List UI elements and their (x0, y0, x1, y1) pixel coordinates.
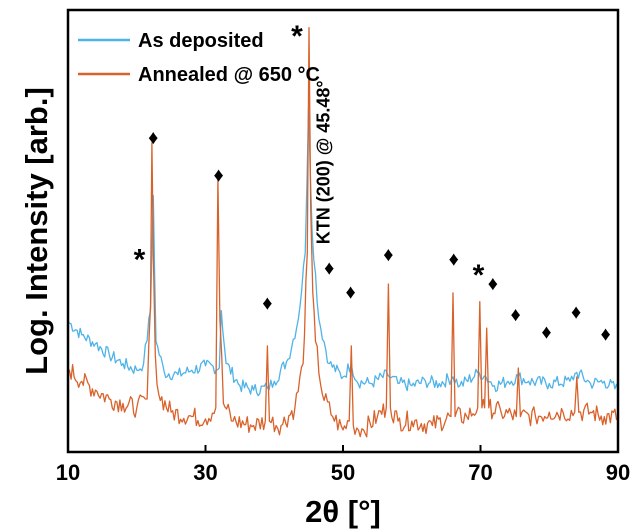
substrate-peak-marker: * (291, 20, 303, 53)
x-tick-label: 10 (56, 460, 80, 485)
x-tick-label: 70 (468, 460, 492, 485)
ktn-peak-marker: ♦ (571, 302, 581, 324)
legend-label-annealed: Annealed @ 650 °C (138, 64, 320, 86)
substrate-peak-marker: * (134, 243, 146, 276)
legend: As deposited Annealed @ 650 °C (78, 30, 320, 86)
legend-label-as-deposited: As deposited (138, 30, 264, 52)
series-layer (67, 27, 619, 438)
ktn-peak-marker: ♦ (449, 249, 459, 271)
ktn-peak-marker: ♦ (541, 321, 551, 343)
ktn-peak-marker: ♦ (510, 304, 520, 326)
x-tick-label: 50 (331, 460, 355, 485)
x-tick-label: 30 (193, 460, 217, 485)
ktn-peak-marker: ♦ (345, 282, 355, 304)
x-axis-ticks: 10 30 50 70 90 (56, 445, 630, 485)
ktn-peak-marker: ♦ (148, 127, 158, 149)
ktn-peak-marker: ♦ (383, 244, 393, 266)
ktn-peak-marker: ♦ (213, 165, 223, 187)
ktn-peak-marker: ♦ (262, 293, 272, 315)
ktn-peak-marker: ♦ (601, 324, 611, 346)
x-axis-label: 2θ [°] (305, 494, 381, 529)
x-tick-label: 90 (606, 460, 630, 485)
series-line-as-deposited (67, 106, 619, 397)
annotation-layer: ♦♦♦♦♦♦ ♦♦♦♦♦♦***KTN (200) @ 45.48° (134, 20, 611, 346)
ktn-peak-marker: ♦ (488, 273, 498, 295)
series-line-annealed (67, 27, 619, 438)
substrate-peak-marker: * (473, 259, 485, 292)
peak-annotation-label: KTN (200) @ 45.48° (313, 80, 333, 244)
ktn-peak-marker: ♦ (324, 257, 334, 279)
y-axis-label: Log. Intensity [arb.] (19, 87, 54, 375)
